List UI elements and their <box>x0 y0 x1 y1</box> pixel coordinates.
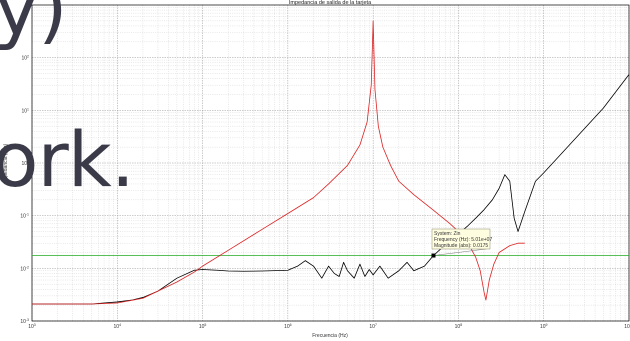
y-axis-title: Impedancia (abs) <box>3 143 9 182</box>
plot-frame <box>31 4 630 322</box>
minor-grid <box>32 5 629 321</box>
datatip-box <box>431 228 491 250</box>
datatip-line: Magnitude (abs): 0.0175 <box>434 243 488 249</box>
overlay-text-middle: ork. <box>0 115 134 204</box>
x-tick-label: 106 <box>284 323 292 330</box>
x-tick-label: 109 <box>540 323 548 330</box>
x-tick-label: 108 <box>455 323 463 330</box>
y-tick-label: 10-1 <box>20 213 29 220</box>
x-tick-label: 107 <box>369 323 377 330</box>
y-tick-label: 10-2 <box>20 265 29 272</box>
series-line-black <box>32 74 630 305</box>
y-tick-label: 100 <box>21 160 29 167</box>
chart-title: Impedancia de salida de la tarjeta <box>289 0 372 6</box>
y-tick-label: 101 <box>21 107 29 114</box>
x-tick-label: 105 <box>199 323 207 330</box>
x-axis-title: Frecuencia (Hz) <box>312 333 348 339</box>
datatip-line: System: Zin <box>434 231 461 237</box>
x-tick-label: 103 <box>28 323 36 330</box>
datatip-leader <box>433 248 487 256</box>
overlay-text-top: y) <box>0 0 67 52</box>
major-grid <box>31 5 630 322</box>
y-tick-label: 10-3 <box>20 318 29 325</box>
datatip-marker[interactable] <box>431 253 436 258</box>
series-group <box>32 20 630 305</box>
x-tick-label: 104 <box>114 323 122 330</box>
datatip-line: Frequency (Hz): 5.01e+07 <box>434 237 492 243</box>
y-tick-label: 102 <box>21 55 29 62</box>
series-line-red <box>32 20 525 305</box>
